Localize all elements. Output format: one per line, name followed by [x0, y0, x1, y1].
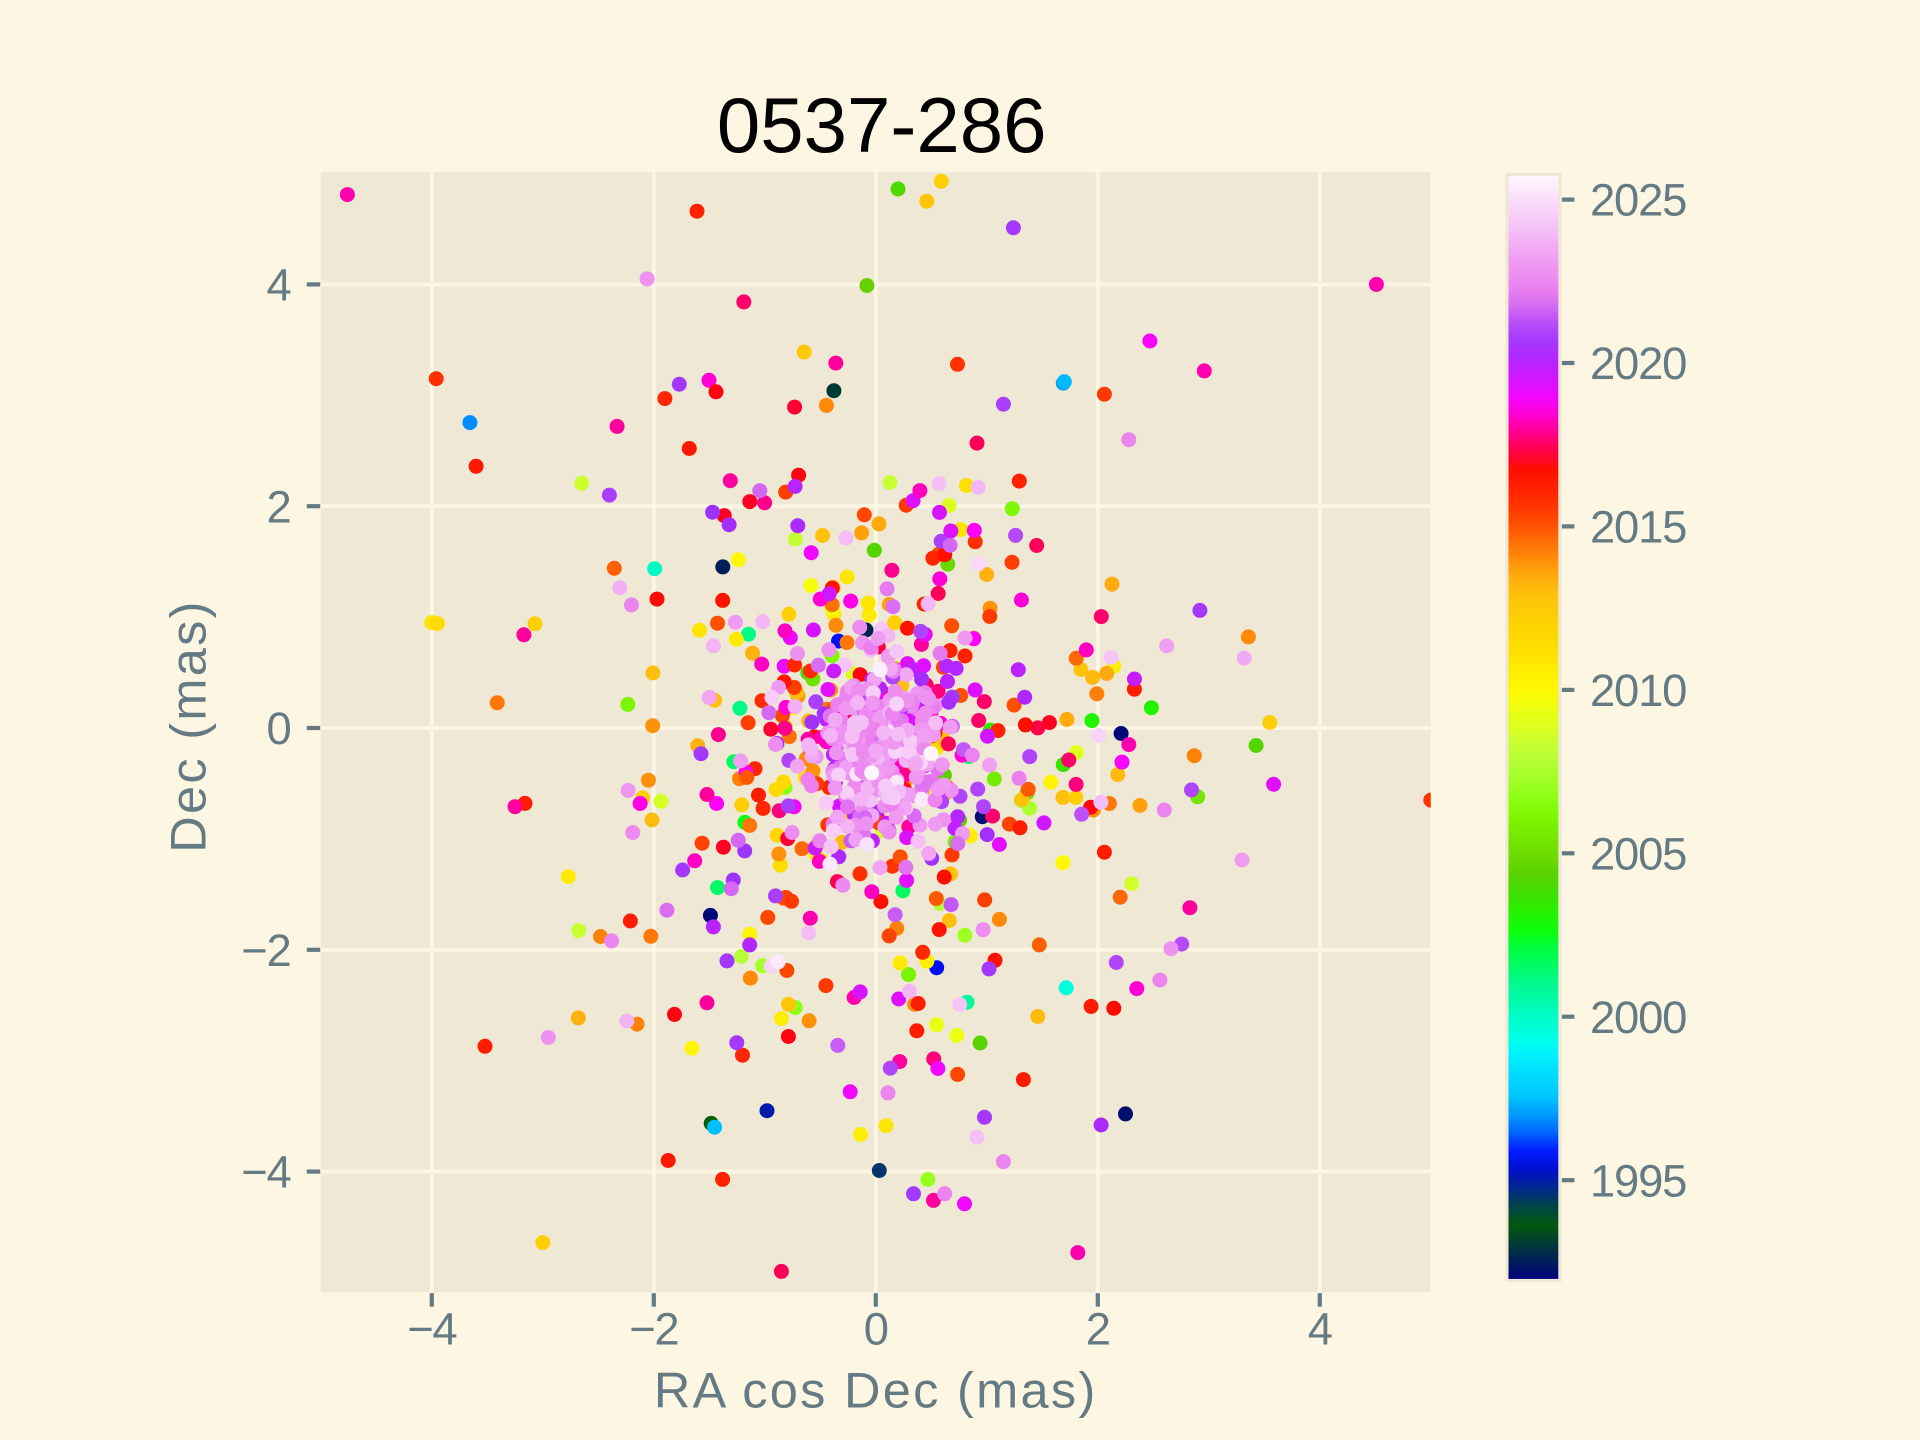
svg-text:2010: 2010	[1590, 665, 1686, 716]
svg-text:0: 0	[266, 703, 290, 754]
svg-text:−4: −4	[407, 1303, 456, 1354]
svg-text:−2: −2	[241, 925, 290, 976]
svg-text:0: 0	[864, 1303, 888, 1354]
svg-text:2015: 2015	[1590, 502, 1686, 553]
svg-text:2020: 2020	[1590, 338, 1686, 389]
svg-text:−2: −2	[629, 1303, 678, 1354]
svg-text:2005: 2005	[1590, 828, 1686, 879]
svg-text:2025: 2025	[1590, 175, 1686, 226]
svg-text:1995: 1995	[1590, 1155, 1686, 1206]
svg-text:2: 2	[266, 481, 290, 532]
svg-text:4: 4	[1308, 1303, 1332, 1354]
svg-text:2000: 2000	[1590, 992, 1686, 1043]
svg-text:RA cos Dec (mas): RA cos Dec (mas)	[654, 1362, 1098, 1419]
svg-text:2: 2	[1086, 1303, 1110, 1354]
svg-text:−4: −4	[241, 1147, 290, 1198]
svg-text:4: 4	[266, 260, 290, 311]
svg-text:0537-286: 0537-286	[717, 81, 1047, 169]
svg-text:Dec (mas): Dec (mas)	[160, 599, 217, 853]
